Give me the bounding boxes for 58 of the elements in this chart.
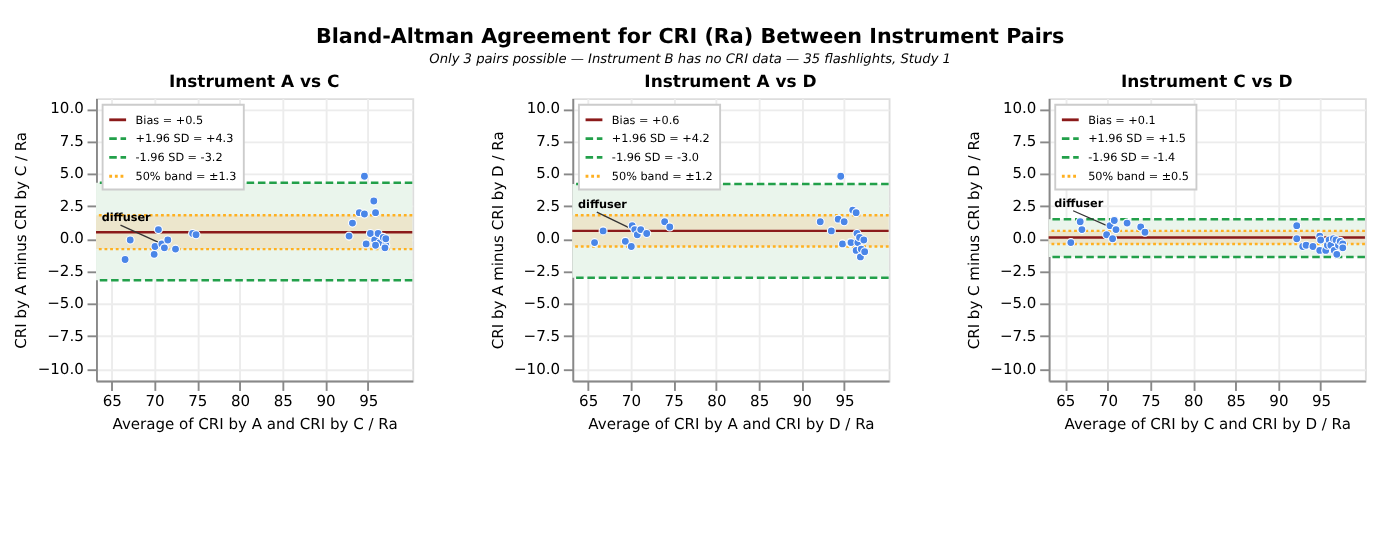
x-tick-label: 90 (1269, 391, 1289, 410)
x-tick-label: 90 (792, 391, 813, 410)
x-tick-label: 75 (1141, 391, 1162, 410)
x-axis-title: Average of CRI by A and CRI by D / Ra (588, 414, 875, 433)
y-tick-label: 0.0 (59, 229, 85, 248)
y-tick-label: 5.0 (1012, 164, 1037, 183)
x-tick-label: 85 (273, 391, 294, 410)
y-tick-label: −5.0 (999, 294, 1037, 313)
y-tick-label: 7.5 (59, 131, 85, 150)
x-tick-label: 95 (1311, 391, 1332, 410)
x-tick-label: 90 (316, 391, 337, 410)
y-tick-label: 0.0 (536, 229, 561, 248)
y-tick-label: 10.0 (1002, 99, 1037, 118)
x-tick-label: 95 (835, 391, 856, 410)
x-tick-label: 75 (188, 391, 208, 410)
y-tick-label: −10.0 (990, 359, 1037, 378)
y-tick-label: −7.5 (47, 327, 85, 346)
chart-title: Instrument C vs D (1121, 70, 1293, 91)
x-tick-label: 80 (707, 391, 727, 410)
y-tick-label: −2.5 (999, 261, 1037, 280)
y-tick-label: 0.0 (1012, 229, 1037, 248)
chart-title: Instrument A vs D (644, 70, 817, 91)
y-tick-label: 10.0 (526, 99, 561, 118)
x-tick-label: 80 (1184, 391, 1204, 410)
y-tick-label: 5.0 (536, 164, 561, 183)
chart-title: Instrument A vs C (168, 70, 340, 91)
x-tick-label: 80 (230, 391, 251, 410)
x-axis-title: Average of CRI by A and CRI by C / Ra (112, 414, 398, 433)
y-tick-label: −5.0 (47, 294, 85, 313)
x-tick-label: 65 (1056, 391, 1076, 410)
x-tick-label: 85 (750, 391, 770, 410)
x-tick-label: 65 (102, 391, 123, 410)
y-tick-label: 2.5 (536, 196, 561, 215)
y-tick-label: −7.5 (523, 327, 561, 346)
y-tick-label: 5.0 (59, 164, 85, 183)
x-tick-label: 65 (579, 391, 599, 410)
x-tick-label: 70 (621, 391, 642, 410)
text: Bland-Altman Agreement for CRI (Ra) Between Instrument Pairs (315, 24, 1065, 49)
x-tick-label: 85 (1226, 391, 1247, 410)
y-tick-label: 7.5 (536, 131, 561, 150)
x-tick-label: 75 (664, 391, 685, 410)
x-tick-label: 70 (145, 391, 166, 410)
x-axis-title: Average of CRI by C and CRI by D / Ra (1064, 414, 1351, 433)
y-tick-label: 2.5 (59, 196, 85, 215)
y-tick-label: −10.0 (37, 359, 85, 378)
y-tick-label: 2.5 (1012, 196, 1037, 215)
y-tick-label: −10.0 (514, 359, 561, 378)
y-tick-label: 10.0 (50, 99, 85, 118)
y-tick-label: −7.5 (999, 327, 1037, 346)
y-axis-title: CRI by A minus CRI by C / Ra (12, 131, 31, 349)
y-axis-title: CRI by A minus CRI by D / Ra (488, 131, 507, 350)
y-tick-label: −2.5 (523, 261, 561, 280)
y-tick-label: −5.0 (523, 294, 561, 313)
y-tick-label: −2.5 (47, 261, 85, 280)
x-tick-label: 70 (1098, 391, 1119, 410)
y-axis-title: CRI by C minus CRI by D / Ra (964, 131, 983, 350)
x-tick-label: 95 (359, 391, 379, 410)
y-tick-label: 7.5 (1012, 131, 1037, 150)
